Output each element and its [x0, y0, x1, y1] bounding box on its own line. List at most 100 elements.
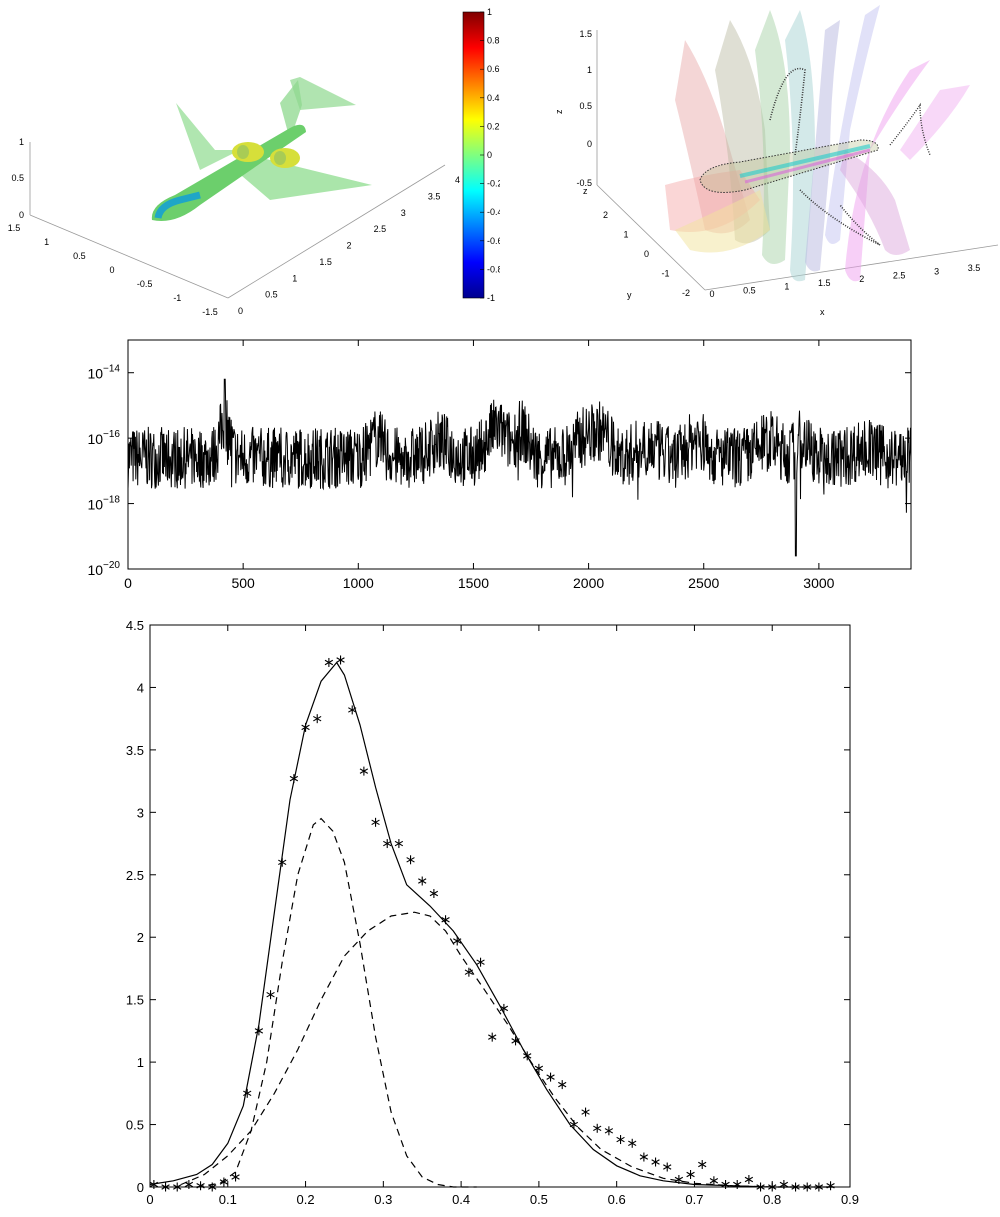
z-tick-label-b: 1	[587, 65, 592, 75]
y-tick-label: 2	[347, 241, 352, 251]
z-tick-label-b: 1.5	[579, 29, 592, 39]
density-series	[149, 655, 835, 1192]
x-tick-label-b: 1.5	[818, 278, 831, 288]
z-tick-label: 0	[19, 210, 24, 220]
y-tick-label-b: 2	[603, 210, 608, 220]
z-axis-label-top: z	[554, 109, 564, 114]
nose-shading	[154, 191, 201, 219]
x-tick-label-c: 3000	[803, 575, 834, 591]
x-tick-label-d: 0.6	[608, 1192, 626, 1207]
data-point-asterisk	[721, 1180, 730, 1190]
colorbar-tick-label: -0.6	[487, 236, 500, 246]
colorbar-tick-label: -0.4	[487, 207, 500, 217]
x-tick-label-b: 3	[934, 267, 939, 277]
colorbar-tick-label: 1	[487, 7, 492, 17]
y-tick-label-d: 4	[137, 680, 144, 695]
data-point-asterisk	[243, 1088, 252, 1098]
x-tick-label-b: 1	[784, 282, 789, 292]
colorbar-tick-label: -1	[487, 293, 495, 303]
y-tick-label-d: 1	[137, 1055, 144, 1070]
right-wing	[235, 158, 372, 200]
data-point-asterisk	[231, 1172, 240, 1182]
data-point-asterisk	[581, 1107, 590, 1117]
x-tick-label-b: 0.5	[743, 285, 756, 295]
data-point-asterisk	[313, 714, 322, 724]
y-tick-label: 0	[238, 306, 243, 316]
data-point-asterisk	[219, 1177, 229, 1187]
data-point-asterisk	[616, 1135, 625, 1145]
data-point-asterisk	[791, 1182, 800, 1192]
data-point-asterisk	[453, 936, 462, 946]
data-point-asterisk	[208, 1182, 217, 1192]
y-tick-label-d: 3.5	[126, 743, 144, 758]
x-tick-label: 0.5	[73, 251, 86, 261]
x-axis-label: x	[820, 307, 825, 317]
y-tick-label: 2.5	[374, 224, 387, 234]
data-point-asterisk	[161, 1182, 170, 1192]
data-point-asterisk	[383, 839, 392, 849]
x-tick-label-d: 0.4	[452, 1192, 470, 1207]
data-point-asterisk	[663, 1162, 672, 1172]
z-tick-label-b: 0	[587, 139, 592, 149]
z-tick-labels-b: -0.5 0 0.5 1 1.5	[576, 29, 592, 188]
data-point-asterisk	[709, 1176, 719, 1186]
y-axis-c: 10−14 10−16 10−18 10−20	[87, 364, 911, 578]
colorbar-tick-label: 0.2	[487, 121, 500, 131]
data-point-asterisk	[254, 1026, 264, 1036]
data-point-asterisk	[814, 1182, 824, 1192]
x-tick-labels: 1.5 1 0.5 0 -0.5 -1 -1.5	[8, 223, 218, 317]
residual-line-chart: 0 500 1000 1500 2000 2500 3000 10−14 10−16 10−18…	[87, 339, 912, 591]
data-point-asterisk	[359, 766, 369, 776]
panel-b-vortex-surfaces: -0.5 0 0.5 1 1.5 -2 -1 0 1 2 0 0.5 1 1.5 2 2.5 3 3.5 z …	[500, 0, 1000, 320]
data-point-asterisk	[499, 1003, 509, 1013]
data-point-asterisk	[698, 1160, 707, 1170]
y-axis-d: 0 0.5 1 1.5 2 2.5 3 3.5 4 4.5	[126, 618, 850, 1195]
data-point-asterisk	[569, 1120, 579, 1130]
panel-d-density-chart: 0 0.1 0.2 0.3 0.4 0.5 0.6 0.7 0.8 0.9 0 0.5 1 1.5 2 2.…	[0, 600, 1000, 1212]
x-tick-label-d: 0	[146, 1192, 153, 1207]
x-tick-label: 1	[44, 237, 49, 247]
z-tick-label-b: -0.5	[576, 178, 592, 188]
component-density-dashed-line-2	[180, 911, 835, 1188]
y-tick-label-b: -2	[682, 288, 690, 298]
x-tick-labels-b: 0 0.5 1 1.5 2 2.5 3 3.5	[709, 263, 980, 299]
data-point-asterisk	[464, 967, 474, 977]
panel-c-residual-chart: 0 500 1000 1500 2000 2500 3000 10−14 10−16 10−18…	[0, 325, 1000, 595]
colorbar-tick-label: 0.4	[487, 93, 500, 103]
y-tick-label-d: 3	[137, 805, 144, 820]
data-point-asterisk	[756, 1182, 765, 1192]
y-tick-label: 0.5	[265, 290, 278, 300]
x-tick-label-c: 2000	[573, 575, 604, 591]
x-axis-c: 0 500 1000 1500 2000 2500 3000	[124, 340, 835, 591]
y-tick-label-d: 1.5	[126, 993, 144, 1008]
data-point-asterisk	[686, 1170, 695, 1180]
total-density-line	[149, 661, 835, 1188]
x-tick-label-b: 3.5	[968, 263, 981, 273]
data-point-asterisk	[628, 1138, 637, 1148]
y-tick-label-b: 0	[644, 249, 649, 259]
data-point-asterisk	[149, 1180, 159, 1190]
data-point-asterisk	[429, 889, 439, 899]
data-point-asterisk	[266, 990, 275, 1000]
colorbar-tick-label: 0.8	[487, 36, 500, 46]
data-point-asterisk	[803, 1182, 812, 1192]
x-tick-label: 1.5	[8, 223, 21, 233]
data-point-asterisk	[278, 857, 287, 867]
x-tick-label-d: 0.7	[685, 1192, 703, 1207]
y-tick-label: 1	[292, 273, 297, 283]
x-tick-label-d: 0.1	[219, 1192, 237, 1207]
y-tick-label-b: -1	[661, 269, 669, 279]
z-tick-label-b: 0.5	[579, 101, 592, 111]
y-tick-label: 3	[401, 208, 406, 218]
y-tick-label-d: 2.5	[126, 868, 144, 883]
x-tick-label: -0.5	[137, 279, 153, 289]
x-tick-label-c: 2500	[688, 575, 719, 591]
data-point-asterisk	[488, 1032, 497, 1042]
y-tick-labels: 0 0.5 1 1.5 2 2.5 3 3.5 4	[238, 175, 460, 316]
data-point-asterisk	[523, 1051, 532, 1061]
x-tick-label-b: 2.5	[893, 270, 906, 280]
plot-frame-d	[149, 624, 851, 1188]
colorbar-tick-label: -0.2	[487, 179, 500, 189]
x-tick-label-d: 0.2	[297, 1192, 315, 1207]
